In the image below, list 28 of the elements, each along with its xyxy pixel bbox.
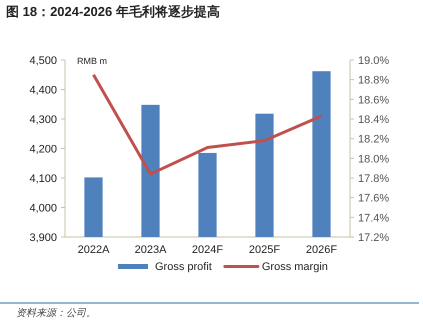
y2-tick-label: 18.2% <box>358 134 390 146</box>
y-tick-label: 3,900 <box>29 232 57 244</box>
y-tick-label: 4,500 <box>29 55 57 67</box>
legend-label: Gross profit <box>155 261 212 273</box>
x-tick-label: 2025F <box>248 244 280 256</box>
y2-tick-label: 18.4% <box>358 114 390 126</box>
line-series <box>92 73 323 176</box>
y2-tick-label: 17.2% <box>358 232 390 244</box>
y-tick-label: 4,100 <box>29 173 57 185</box>
text: 资料来源：公司。 <box>16 307 96 319</box>
y-tick-label: 4,300 <box>29 114 57 126</box>
y2-tick-label: 17.6% <box>358 192 390 205</box>
y-tick-label: 4,400 <box>29 84 57 96</box>
y2-tick-label: 19.0% <box>358 55 390 67</box>
x-tick-label: 2023A <box>134 244 168 256</box>
y2-tick-label: 17.8% <box>358 173 390 185</box>
y-tick-label: 4,200 <box>29 144 57 156</box>
x-tick-label: 2024F <box>192 244 224 256</box>
chart-title: 图 18：2024-2026 年毛利将逐步提高 <box>6 4 220 19</box>
y2-tick-label: 17.4% <box>358 212 390 224</box>
y2-tick-label: 18.8% <box>358 74 390 87</box>
y2-tick-label: 18.6% <box>358 94 390 106</box>
y-tick-label: 4,000 <box>29 202 57 214</box>
y-axis-title: RMB m <box>77 56 107 66</box>
y2-tick-label: 18.0% <box>358 153 390 166</box>
x-tick-label: 2022A <box>78 244 110 256</box>
legend-label: Gross margin <box>262 261 328 273</box>
x-tick-label: 2026F <box>306 244 338 256</box>
